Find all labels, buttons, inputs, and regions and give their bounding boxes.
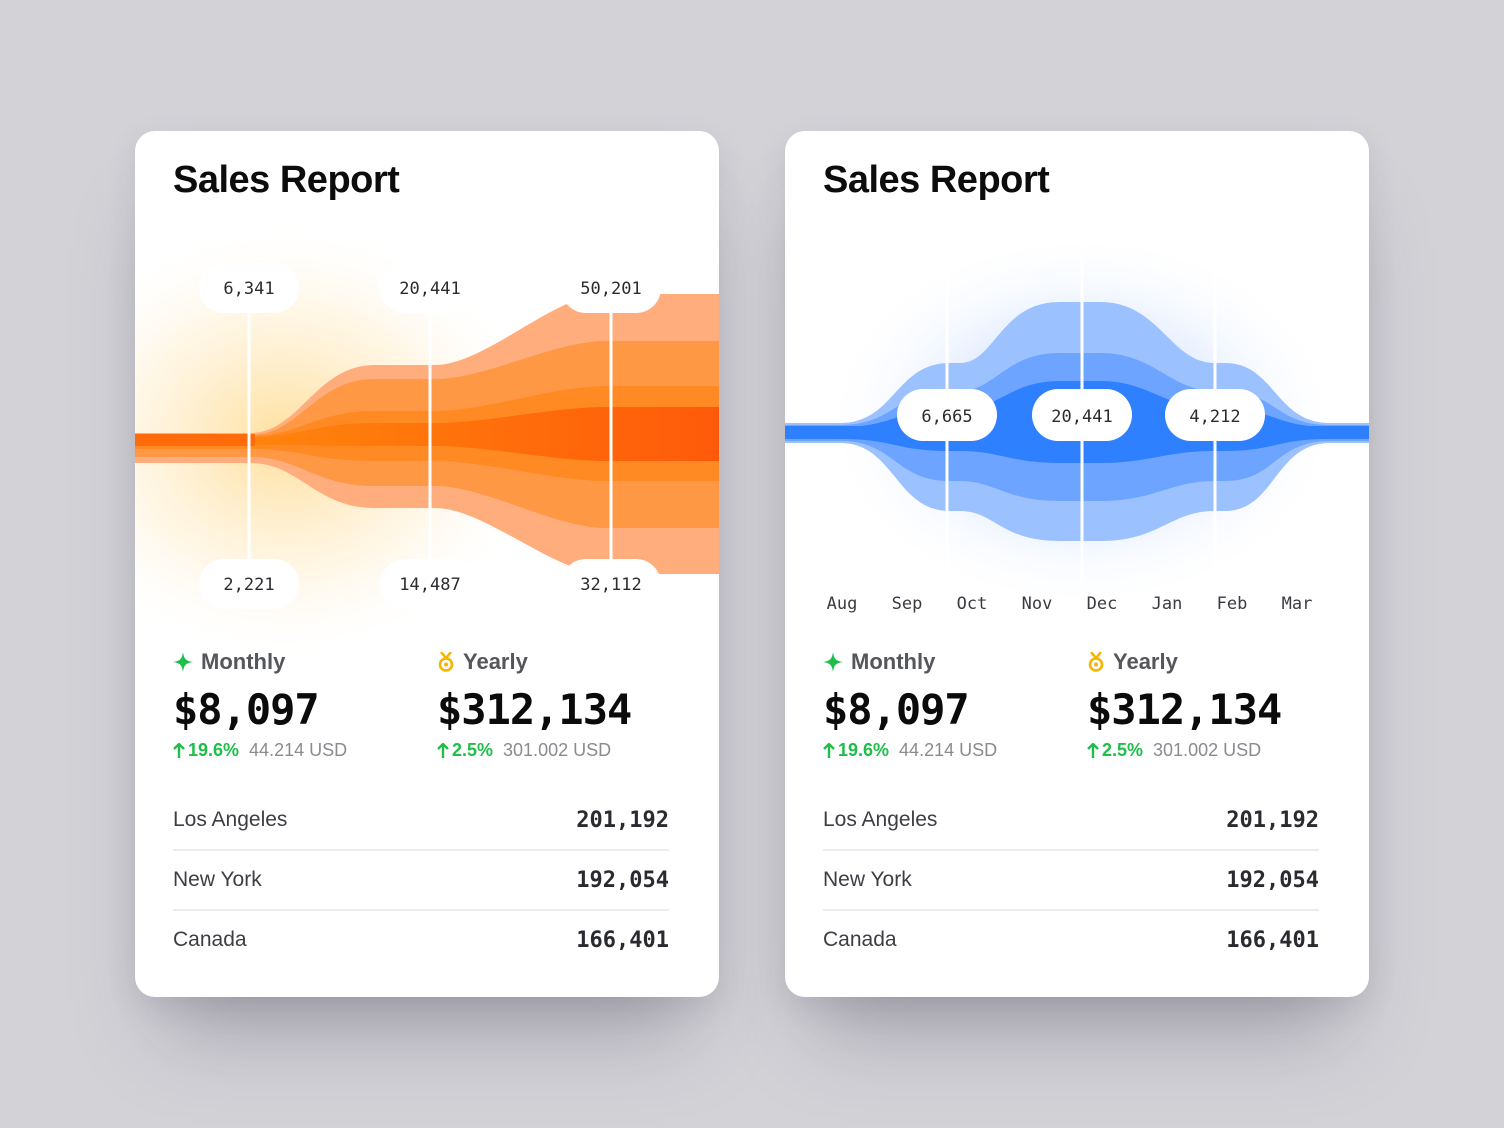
yearly-label: Yearly [1113,649,1178,674]
monthly-stat: Monthly $8,097 19.6% 44.214 USD [823,647,997,761]
checkpoint-top-label: 50,201 [580,279,641,299]
location-name: Canada [173,928,247,951]
location-value: 166,401 [576,927,669,953]
marker-pill: 4,212 [1165,389,1265,441]
yearly-label: Yearly [463,649,528,674]
card-title: Sales Report [823,159,1050,201]
checkpoint-top-pill: 20,441 [380,263,480,313]
stream-layer-core [135,407,719,461]
location-name: New York [173,868,262,891]
location-value: 192,054 [576,867,669,893]
list-item: Los Angeles 201,192 [173,791,669,851]
marker-label: 20,441 [1051,407,1112,427]
monthly-value: $8,097 [823,685,970,734]
checkpoint-top-label: 20,441 [399,279,460,299]
marker-label: 6,665 [921,407,972,427]
location-value: 192,054 [1226,867,1319,893]
checkpoint-top-label: 6,341 [223,279,274,299]
arrow-up-icon [823,742,835,758]
x-tick-label: Feb [1217,594,1248,614]
yearly-value: $312,134 [1087,685,1282,734]
checkpoint-top-pill: 50,201 [561,263,661,313]
orange-stream-chart: 6,341 20,441 50,201 2,221 14,487 32,112 [135,221,719,661]
x-tick-label: Dec [1087,594,1118,614]
medal-icon [1088,652,1104,672]
yearly-growth: 2.5% [452,740,494,760]
location-name: Los Angeles [823,808,938,831]
monthly-stat: Monthly $8,097 19.6% 44.214 USD [173,647,347,761]
yearly-stat: Yearly $312,134 2.5% 301.002 USD [437,647,632,761]
sales-report-card-blue: Sales Report 6,665 20,441 4,212 [785,131,1369,997]
location-list: Los Angeles 201,192 New York 192,054 Can… [173,791,669,969]
medal-icon [438,652,454,672]
checkpoint-top-pill: 6,341 [199,263,299,313]
stats-summary: Monthly $8,097 19.6% 44.214 USD Yearly [823,647,1333,767]
list-item: New York 192,054 [823,851,1319,911]
list-item: Canada 166,401 [173,911,669,969]
arrow-up-icon [173,742,185,758]
checkpoint-bottom-pill: 14,487 [380,559,480,609]
monthly-growth: 19.6% [188,740,240,760]
card-title: Sales Report [173,159,400,201]
yearly-usd: 301.002 USD [1153,740,1262,760]
list-item: New York 192,054 [173,851,669,911]
blue-stream-chart: 6,665 20,441 4,212 Aug Sep Oct Nov Dec J… [785,231,1369,614]
checkpoint-bottom-pill: 2,221 [199,559,299,609]
x-tick-label: Mar [1282,594,1313,614]
yearly-growth: 2.5% [1102,740,1144,760]
marker-pill: 6,665 [897,389,997,441]
x-tick-label: Sep [892,594,923,614]
checkpoint-bottom-pill: 32,112 [561,559,661,609]
monthly-label: Monthly [201,649,286,674]
list-item: Canada 166,401 [823,911,1319,969]
checkpoint-bottom-label: 32,112 [580,575,641,595]
yearly-stat: Yearly $312,134 2.5% 301.002 USD [1087,647,1282,761]
location-value: 201,192 [576,807,669,833]
location-value: 201,192 [1226,807,1319,833]
arrow-up-icon [1087,742,1099,758]
location-name: New York [823,868,912,891]
marker-pill: 20,441 [1032,389,1132,441]
stream-inflow [135,434,255,446]
yearly-value: $312,134 [437,685,632,734]
x-tick-label: Jan [1152,594,1183,614]
arrow-up-icon [437,742,449,758]
checkpoint-bottom-label: 2,221 [223,575,274,595]
marker-label: 4,212 [1189,407,1240,427]
list-item: Los Angeles 201,192 [823,791,1319,851]
x-tick-label: Aug [827,594,858,614]
location-name: Canada [823,928,897,951]
location-value: 166,401 [1226,927,1319,953]
stats-summary: Monthly $8,097 19.6% 44.214 USD Yearly [173,647,683,767]
sparkle-icon [823,652,843,672]
monthly-usd: 44.214 USD [249,740,348,760]
sales-report-card-orange: Sales Report 6,341 [135,131,719,997]
checkpoint-bottom-label: 14,487 [399,575,460,595]
x-axis: Aug Sep Oct Nov Dec Jan Feb Mar [827,594,1313,614]
yearly-usd: 301.002 USD [503,740,612,760]
monthly-value: $8,097 [173,685,320,734]
location-list: Los Angeles 201,192 New York 192,054 Can… [823,791,1319,969]
monthly-growth: 19.6% [838,740,890,760]
x-tick-label: Oct [957,594,988,614]
sparkle-icon [173,652,193,672]
monthly-usd: 44.214 USD [899,740,998,760]
monthly-label: Monthly [851,649,936,674]
location-name: Los Angeles [173,808,288,831]
x-tick-label: Nov [1022,594,1053,614]
